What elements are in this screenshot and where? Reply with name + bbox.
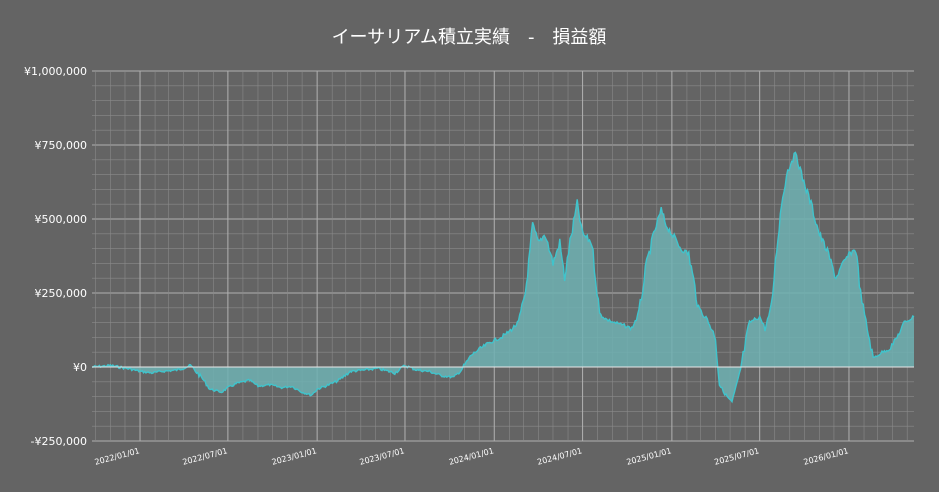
chart-title: イーサリアム積立実績 - 損益額 (332, 27, 607, 48)
y-tick-label: -¥250,000 (31, 435, 87, 448)
y-tick-label: ¥0 (73, 361, 87, 374)
series-line (92, 151, 915, 404)
series-area (92, 152, 914, 402)
data-layer (92, 151, 915, 404)
y-tick-label: ¥250,000 (35, 287, 88, 300)
y-tick-label: ¥1,000,000 (24, 65, 87, 78)
y-tick-label: ¥500,000 (35, 213, 88, 226)
y-tick-label: ¥750,000 (35, 139, 88, 152)
